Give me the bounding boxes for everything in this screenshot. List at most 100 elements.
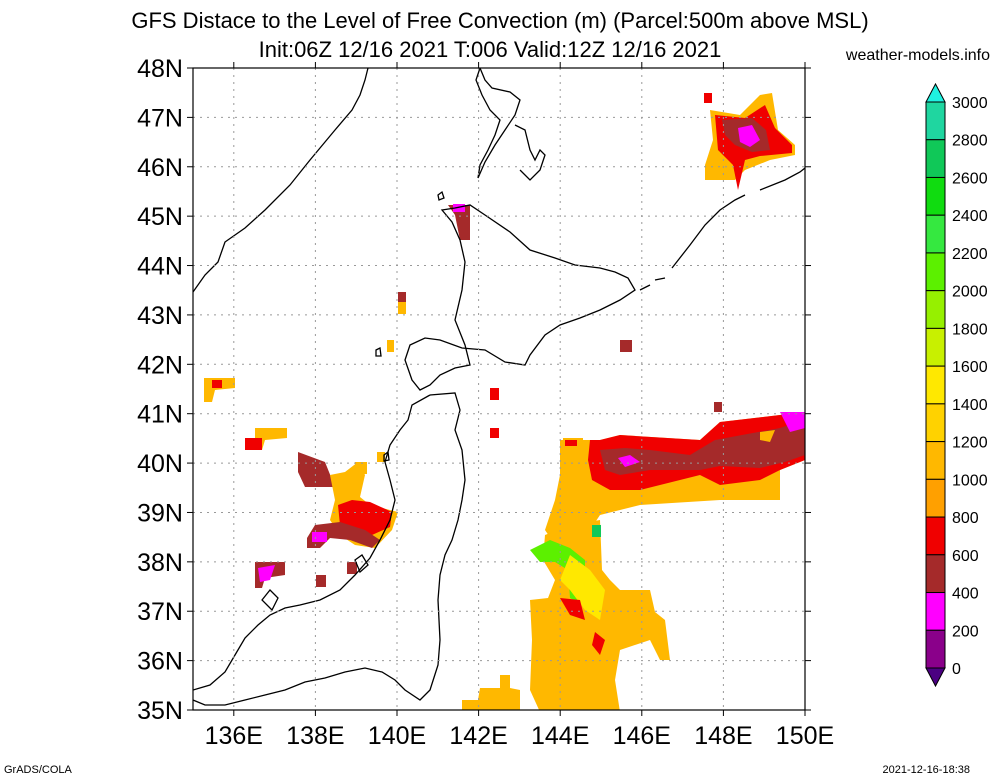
colorbar-swatch bbox=[925, 290, 946, 329]
colorbar-swatch bbox=[925, 516, 946, 556]
field-cell bbox=[377, 452, 385, 462]
lon-label: 140E bbox=[368, 722, 426, 750]
field-cell bbox=[620, 340, 632, 352]
lat-label: 39N bbox=[137, 499, 183, 527]
field-patch-brown bbox=[298, 452, 335, 487]
coastline-hokkaido bbox=[404, 204, 636, 391]
field-cell bbox=[714, 402, 722, 412]
field-cell bbox=[398, 302, 406, 314]
coastline-sado bbox=[354, 554, 369, 574]
field-cell bbox=[704, 93, 712, 103]
lat-label: 36N bbox=[137, 648, 183, 676]
field-patch-orange bbox=[462, 675, 520, 710]
colorbar-label: 2000 bbox=[952, 284, 988, 301]
colorbar-swatch bbox=[925, 365, 946, 405]
colorbar-swatch bbox=[925, 478, 946, 518]
coastline-honshu bbox=[193, 392, 466, 706]
colorbar-label: 2800 bbox=[952, 133, 988, 150]
field-patch-brown bbox=[448, 205, 470, 240]
field-cell bbox=[398, 292, 406, 302]
field-patch-red bbox=[560, 598, 585, 620]
field-cell bbox=[453, 204, 465, 212]
colorbar-label: 2600 bbox=[952, 170, 988, 187]
coastline-honshu-west bbox=[193, 394, 431, 691]
coastline-sakhalin bbox=[475, 68, 521, 179]
lon-label: 136E bbox=[205, 722, 263, 750]
lat-label: 46N bbox=[137, 154, 183, 182]
colorbar-label: 1000 bbox=[952, 472, 988, 489]
lat-label: 45N bbox=[137, 203, 183, 231]
colorbar-label: 200 bbox=[952, 623, 979, 640]
lat-label: 37N bbox=[137, 598, 183, 626]
lat-label: 41N bbox=[137, 401, 183, 429]
colorbar-label: 400 bbox=[952, 586, 979, 603]
field-patch-orange bbox=[760, 430, 775, 442]
coastline-island bbox=[437, 190, 445, 201]
lon-label: 138E bbox=[286, 722, 344, 750]
colorbar-swatch bbox=[925, 101, 946, 141]
latitude-labels: 48N 47N 46N 45N 44N 43N 42N 41N 40N 39N 38N 37N 36N 3… bbox=[137, 55, 183, 725]
field-cell bbox=[565, 440, 577, 446]
colorbar-swatch bbox=[925, 214, 946, 254]
colorbar-label: 600 bbox=[952, 548, 979, 565]
lon-label: 142E bbox=[449, 722, 507, 750]
lat-label: 48N bbox=[137, 55, 183, 83]
longitude-labels: 136E 138E 140E 142E 144E 146E 148E 150E bbox=[205, 722, 835, 750]
colorbar-label: 3000 bbox=[952, 95, 988, 112]
coastline-noto bbox=[261, 589, 279, 612]
colorbar-bottom-arrow bbox=[925, 667, 946, 688]
colorbar-label: 2200 bbox=[952, 246, 988, 263]
lon-label: 148E bbox=[694, 722, 752, 750]
colorbar-swatch bbox=[925, 176, 946, 216]
site-label: weather-models.info bbox=[845, 47, 990, 64]
map-frame bbox=[192, 67, 806, 711]
colorbar-swatch bbox=[925, 441, 946, 480]
colorbar-label: 1800 bbox=[952, 321, 988, 338]
coastline-kurils bbox=[639, 167, 805, 291]
colorbar-label: 1600 bbox=[952, 359, 988, 376]
field-patch-magenta bbox=[780, 412, 805, 432]
field-cell bbox=[592, 525, 601, 537]
lon-label: 144E bbox=[531, 722, 589, 750]
field-patch-magenta bbox=[618, 455, 640, 467]
footer-timestamp: 2021-12-16-18:38 bbox=[882, 764, 970, 776]
coastlines bbox=[193, 68, 805, 706]
colorbar-label: 1200 bbox=[952, 435, 988, 452]
footer-credit: GrADS/COLA bbox=[4, 764, 72, 776]
lat-label: 42N bbox=[137, 351, 183, 379]
field-cell bbox=[212, 380, 222, 388]
colorbar-label: 800 bbox=[952, 510, 979, 527]
field-patch-magenta bbox=[738, 125, 760, 147]
lat-label: 44N bbox=[137, 253, 183, 281]
field-cell bbox=[490, 428, 499, 438]
colorbar-label: 1400 bbox=[952, 397, 988, 414]
field-patch-magenta bbox=[258, 565, 275, 582]
lat-label: 35N bbox=[137, 697, 183, 725]
lat-label: 47N bbox=[137, 104, 183, 132]
field-patch-orange bbox=[204, 378, 235, 402]
field-patch-brown bbox=[600, 420, 805, 475]
chart-subtitle: Init:06Z 12/16 2021 T:006 Valid:12Z 12/1… bbox=[258, 37, 722, 62]
field-patch-red bbox=[245, 438, 262, 450]
field-cell bbox=[355, 462, 367, 474]
colorbar-swatch bbox=[925, 592, 946, 631]
chart-title: GFS Distace to the Level of Free Convect… bbox=[131, 8, 869, 33]
lat-label: 40N bbox=[137, 450, 183, 478]
lon-label: 146E bbox=[613, 722, 671, 750]
colorbar-label: 0 bbox=[952, 661, 961, 678]
coastline-mainland bbox=[193, 68, 369, 293]
field-cell bbox=[312, 532, 327, 542]
colorbar-top-arrow bbox=[925, 82, 946, 103]
colorbar-swatch bbox=[925, 139, 946, 178]
field-patch-red bbox=[592, 632, 605, 655]
colorbar-label: 2400 bbox=[952, 208, 988, 225]
coastline-island bbox=[383, 450, 390, 462]
coastline-island bbox=[375, 347, 382, 357]
field-cell bbox=[347, 562, 357, 574]
graticule bbox=[187, 62, 811, 716]
colorbar-swatch bbox=[925, 629, 946, 669]
colorbar-swatch bbox=[925, 327, 946, 367]
lon-label: 150E bbox=[776, 722, 834, 750]
field-cell bbox=[316, 575, 326, 587]
